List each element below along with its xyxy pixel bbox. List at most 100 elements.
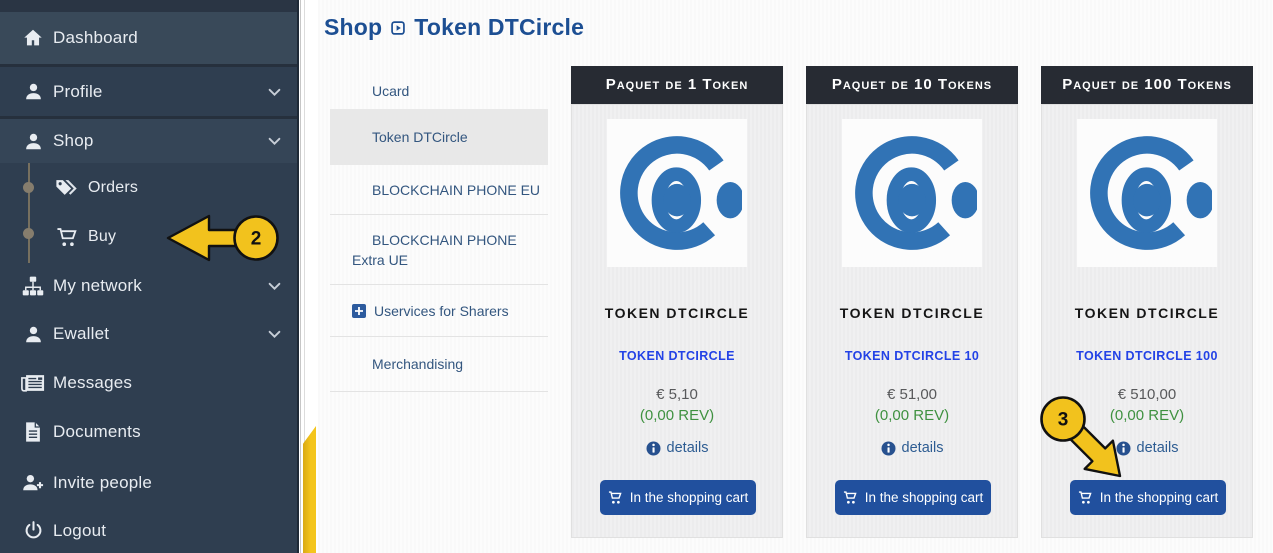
window-gutter (299, 0, 318, 553)
product-rev: (0,00 REV) (874, 407, 950, 424)
category-item-blockchain-phone-extra-ue[interactable]: BLOCKCHAIN PHONE Extra UE (330, 216, 548, 285)
product-subtitle: TOKEN DTCIRCLE 10 (844, 349, 980, 363)
sidebar-item-logout[interactable]: Logout (0, 508, 297, 553)
add-to-cart-label: In the shopping cart (864, 490, 984, 505)
category-item-ucard[interactable]: Ucard (372, 83, 410, 99)
product-subtitle: TOKEN DTCIRCLE 100 (1076, 349, 1218, 363)
add-to-cart-button[interactable]: In the shopping cart (600, 480, 756, 515)
sidebar-item-label: Orders (88, 179, 139, 196)
chevron-down-icon (268, 131, 281, 151)
sidebar-item-invite-people[interactable]: Invite people (0, 457, 297, 508)
sidebar-item-messages[interactable]: Messages (0, 358, 297, 407)
details-link[interactable]: details (572, 440, 782, 456)
product-card: Paquet de 1 Token TOKEN DTCIRCLE TOKEN D… (571, 66, 783, 538)
sidebar-item-label: Buy (88, 228, 117, 245)
product-card-header: Paquet de 1 Token (571, 66, 783, 104)
product-image (842, 119, 982, 267)
info-icon (881, 441, 896, 455)
product-image (607, 119, 747, 267)
product-card-body: TOKEN DTCIRCLE TOKEN DTCIRCLE 100 € 510,… (1041, 104, 1253, 538)
category-item-blockchain-phone-eu[interactable]: BLOCKCHAIN PHONE EU (330, 165, 548, 215)
sidebar-item-label: Shop (53, 131, 94, 150)
product-title: TOKEN DTCIRCLE (604, 305, 750, 321)
chevron-down-icon (268, 276, 281, 296)
chevron-down-icon (268, 324, 281, 344)
user-icon (20, 324, 46, 345)
details-label: details (901, 440, 944, 456)
sidebar-item-label: My network (53, 276, 142, 295)
sidebar-item-buy[interactable]: Buy (0, 212, 297, 262)
details-link[interactable]: details (807, 440, 1017, 456)
category-item-token-dtcircle[interactable]: Token DTCircle (330, 109, 548, 165)
sidebar-item-dashboard[interactable]: Dashboard (0, 12, 297, 64)
yellow-marker-bar (303, 426, 316, 553)
product-subtitle: TOKEN DTCIRCLE (619, 349, 735, 363)
sidebar-item-label: Dashboard (53, 28, 138, 47)
sidebar-item-label: Profile (53, 81, 103, 101)
cart-icon (843, 491, 857, 504)
sidebar-item-label: Logout (53, 520, 107, 540)
sidebar: Dashboard Profile Shop Orders (0, 0, 299, 553)
product-title: TOKEN DTCIRCLE (839, 305, 985, 321)
product-rev: (0,00 REV) (1109, 407, 1185, 424)
user-icon (20, 81, 46, 102)
sidebar-item-orders[interactable]: Orders (0, 164, 297, 212)
sidebar-item-ewallet[interactable]: Ewallet (0, 310, 297, 358)
product-card-header: Paquet de 100 Tokens (1041, 66, 1253, 104)
home-icon (20, 27, 46, 49)
product-card-body: TOKEN DTCIRCLE TOKEN DTCIRCLE € 5,10 (0,… (571, 104, 783, 538)
sidebar-item-label: Messages (53, 372, 133, 392)
add-to-cart-button[interactable]: In the shopping cart (835, 480, 991, 515)
cart-icon (54, 226, 80, 249)
category-item-label: Uservices for Sharers (374, 302, 509, 319)
product-card: Paquet de 10 Tokens TOKEN DTCIRCLE TOKEN… (806, 66, 1018, 538)
product-price: € 5,10 (656, 386, 698, 403)
category-item-uservices[interactable]: Uservices for Sharers (330, 285, 548, 337)
info-icon (646, 441, 661, 455)
cart-icon (608, 491, 622, 504)
cart-icon (1078, 491, 1092, 504)
breadcrumb: Shop Token DTCircle (324, 14, 584, 41)
tree-dot (23, 228, 34, 239)
newspaper-icon (20, 372, 46, 394)
power-icon (20, 520, 46, 541)
details-link[interactable]: details (1042, 440, 1252, 456)
add-to-cart-button[interactable]: In the shopping cart (1070, 480, 1226, 515)
sitemap-icon (20, 275, 46, 297)
info-icon (1116, 441, 1131, 455)
sidebar-item-my-network[interactable]: My network (0, 262, 297, 310)
product-title: TOKEN DTCIRCLE (1074, 305, 1220, 321)
product-price: € 51,00 (886, 386, 938, 403)
plus-square-icon (352, 303, 366, 318)
dtcircle-logo-icon (620, 136, 742, 250)
product-card: Paquet de 100 Tokens TOKEN DTCIRCLE TOKE… (1041, 66, 1253, 538)
product-card-body: TOKEN DTCIRCLE TOKEN DTCIRCLE 10 € 51,00… (806, 104, 1018, 538)
add-to-cart-label: In the shopping cart (1099, 490, 1219, 505)
tree-dot (23, 182, 34, 193)
tree-line (28, 163, 30, 263)
category-item-merchandising[interactable]: Merchandising (330, 337, 548, 392)
sidebar-item-label: Ewallet (53, 324, 110, 343)
sidebar-item-profile[interactable]: Profile (0, 67, 297, 116)
sidebar-item-label: Documents (53, 422, 141, 441)
breadcrumb-current: Token DTCircle (414, 14, 585, 40)
sidebar-item-shop[interactable]: Shop (0, 119, 297, 163)
product-rev: (0,00 REV) (639, 407, 715, 424)
add-to-cart-label: In the shopping cart (629, 490, 749, 505)
user-icon (20, 131, 46, 152)
sidebar-item-label: Invite people (53, 472, 153, 492)
product-price: € 510,00 (1117, 386, 1177, 403)
dtcircle-logo-icon (1090, 136, 1212, 250)
caret-square-right-icon (391, 20, 406, 35)
details-label: details (1136, 440, 1179, 456)
sidebar-item-documents[interactable]: Documents (0, 407, 297, 457)
dtcircle-logo-icon (855, 136, 977, 250)
user-plus-icon (20, 472, 46, 493)
document-icon (20, 421, 46, 443)
chevron-down-icon (268, 82, 281, 102)
divider (0, 116, 297, 119)
product-image (1077, 119, 1217, 267)
details-label: details (666, 440, 709, 456)
main-content: Shop Token DTCircle Ucard Token DTCircle… (318, 0, 1273, 553)
breadcrumb-section: Shop (324, 14, 383, 40)
